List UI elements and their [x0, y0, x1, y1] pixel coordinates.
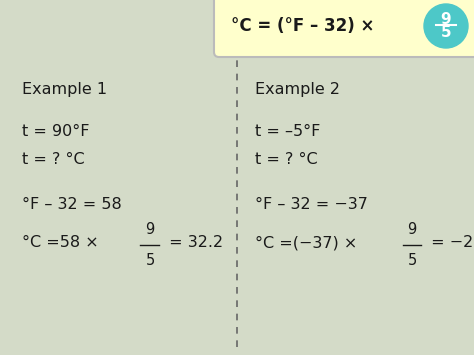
Text: °C = (°F – 32) ×: °C = (°F – 32) ×: [231, 17, 380, 35]
Text: t = –5°F: t = –5°F: [255, 124, 320, 139]
Text: 9: 9: [441, 12, 451, 27]
Text: °F – 32 = 58: °F – 32 = 58: [22, 197, 122, 212]
Text: 9: 9: [407, 222, 417, 237]
Text: Example 2: Example 2: [255, 82, 340, 97]
Text: 5: 5: [407, 253, 417, 268]
Text: 5: 5: [146, 253, 155, 268]
Text: = 32.2: = 32.2: [164, 235, 223, 250]
Text: = −20.5: = −20.5: [426, 235, 474, 250]
Text: °F – 32 = −37: °F – 32 = −37: [255, 197, 368, 212]
Text: Example 1: Example 1: [22, 82, 107, 97]
Circle shape: [424, 4, 468, 48]
Text: 5: 5: [441, 25, 451, 40]
FancyBboxPatch shape: [214, 0, 474, 57]
Text: t = ? °C: t = ? °C: [255, 152, 318, 167]
Text: t = ? °C: t = ? °C: [22, 152, 85, 167]
Text: t = 90°F: t = 90°F: [22, 124, 90, 139]
Text: 9: 9: [146, 222, 155, 237]
Text: °C =(−37) ×: °C =(−37) ×: [255, 235, 363, 250]
Text: °C =58 ×: °C =58 ×: [22, 235, 104, 250]
